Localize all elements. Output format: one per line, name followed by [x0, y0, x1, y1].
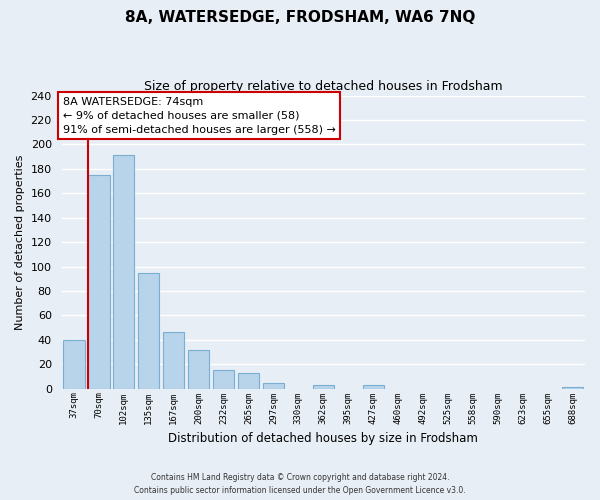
Bar — [163, 332, 184, 388]
Bar — [213, 370, 234, 388]
Text: 8A WATERSEDGE: 74sqm
← 9% of detached houses are smaller (58)
91% of semi-detach: 8A WATERSEDGE: 74sqm ← 9% of detached ho… — [63, 97, 335, 135]
Bar — [188, 350, 209, 389]
Bar — [138, 272, 160, 388]
Bar — [238, 373, 259, 388]
Title: Size of property relative to detached houses in Frodsham: Size of property relative to detached ho… — [144, 80, 503, 93]
Bar — [64, 340, 85, 388]
Bar — [362, 385, 384, 388]
Bar — [113, 156, 134, 388]
Bar — [313, 385, 334, 388]
Text: Contains HM Land Registry data © Crown copyright and database right 2024.
Contai: Contains HM Land Registry data © Crown c… — [134, 474, 466, 495]
Bar — [263, 382, 284, 388]
Y-axis label: Number of detached properties: Number of detached properties — [15, 154, 25, 330]
Bar — [88, 175, 110, 388]
Text: 8A, WATERSEDGE, FRODSHAM, WA6 7NQ: 8A, WATERSEDGE, FRODSHAM, WA6 7NQ — [125, 10, 475, 25]
X-axis label: Distribution of detached houses by size in Frodsham: Distribution of detached houses by size … — [169, 432, 478, 445]
